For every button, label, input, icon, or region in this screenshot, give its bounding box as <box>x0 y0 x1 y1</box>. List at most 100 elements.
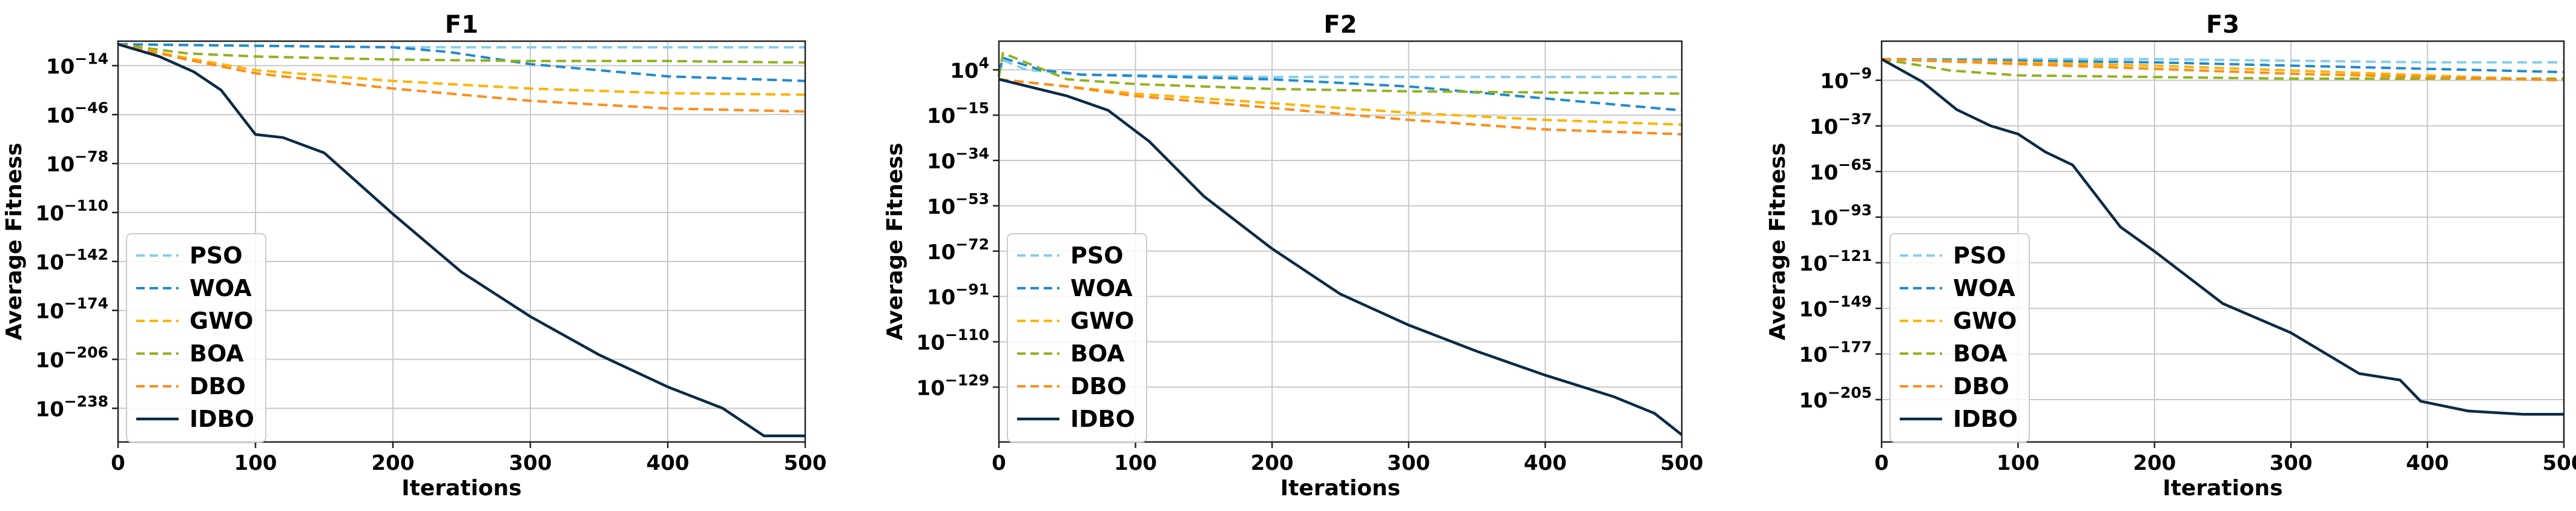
series-line-idbo <box>1880 58 2564 416</box>
x-tick-label: 0 <box>992 451 1006 475</box>
series-line-dbo <box>998 78 1682 136</box>
y-tick-base: 10 <box>927 104 955 128</box>
y-tick-base: 10 <box>1799 343 1828 368</box>
x-tick-label: 300 <box>1387 451 1430 475</box>
legend-label-idbo: IDBO <box>189 406 254 432</box>
legend: PSO WOA GWO BOA DBO IDBO <box>126 233 266 443</box>
y-tick-label: 10−177 <box>1799 338 1872 368</box>
y-tick-base: 10 <box>1799 297 1828 321</box>
legend-label-dbo: DBO <box>1070 373 1127 400</box>
series-line-gwo <box>1881 58 2564 82</box>
y-tick-exponent: −129 <box>945 371 989 389</box>
legend-label-pso: PSO <box>1953 242 2006 269</box>
y-tick-exponent: −15 <box>955 99 989 117</box>
y-tick-label: 10−238 <box>36 392 108 421</box>
y-tick-exponent: −14 <box>74 50 108 67</box>
y-tick-exponent: −37 <box>1838 110 1872 128</box>
y-tick-base: 10 <box>950 59 978 83</box>
y-tick-base: 10 <box>1810 115 1838 139</box>
y-tick-exponent: 4 <box>979 54 989 71</box>
y-tick-base: 10 <box>46 153 74 177</box>
y-tick-label: 10−121 <box>1799 247 1872 276</box>
legend-label-dbo: DBO <box>1953 373 2009 400</box>
y-tick-exponent: −110 <box>945 326 989 344</box>
y-tick-base: 10 <box>36 349 64 373</box>
y-tick-exponent: −46 <box>74 99 108 116</box>
y-tick-base: 10 <box>927 150 955 174</box>
series-line-boa <box>117 43 806 64</box>
x-tick-label: 200 <box>372 451 415 475</box>
x-tick-label: 100 <box>1114 451 1157 475</box>
y-axis-label: Average Fitness <box>2 143 27 340</box>
x-tick-label: 200 <box>2133 451 2176 475</box>
y-tick-exponent: −72 <box>955 236 989 253</box>
x-tick-label: 0 <box>111 451 125 475</box>
x-axis-label: Iterations <box>2163 476 2282 501</box>
y-tick-exponent: −121 <box>1828 247 1872 265</box>
panel-f1: 0 100 200 300 400 50010−1410−4610−7810−11010−… <box>2 11 826 501</box>
legend: PSO WOA GWO BOA DBO IDBO <box>1007 233 1147 443</box>
chart-title: F2 <box>1323 11 1357 39</box>
y-tick-exponent: −9 <box>1849 65 1872 82</box>
series-line-pso <box>1882 58 2564 64</box>
legend-label-idbo: IDBO <box>1070 406 1135 432</box>
chart-title: F1 <box>445 11 478 39</box>
y-tick-base: 10 <box>1810 160 1838 185</box>
y-tick-exponent: −174 <box>64 295 108 312</box>
panel-f2: 0 100 200 300 400 50010410−1510−3410−5310−721… <box>883 11 1703 501</box>
series-line-dbo <box>1881 58 2564 82</box>
y-tick-exponent: −149 <box>1828 292 1872 310</box>
y-tick-base: 10 <box>36 397 64 421</box>
chart-title: F3 <box>2206 11 2239 39</box>
y-axis-label: Average Fitness <box>1765 143 1790 340</box>
legend-label-pso: PSO <box>1070 242 1124 269</box>
legend-label-boa: BOA <box>1070 340 1125 367</box>
legend-frame <box>1889 233 2030 443</box>
y-tick-label: 10−149 <box>1799 292 1872 321</box>
series-line-gwo <box>117 43 806 96</box>
y-tick-exponent: −53 <box>955 190 989 208</box>
y-tick-label: 10−65 <box>1810 156 1872 185</box>
legend-label-gwo: GWO <box>1953 308 2017 334</box>
y-tick-base: 10 <box>46 104 74 128</box>
y-tick-label: 10−15 <box>927 99 989 128</box>
y-tick-base: 10 <box>927 286 955 310</box>
y-tick-label: 10−91 <box>927 281 989 310</box>
plot-frame <box>1880 40 2565 443</box>
legend-label-idbo: IDBO <box>1953 406 2018 432</box>
y-tick-base: 10 <box>927 195 955 219</box>
x-tick-label: 500 <box>1661 451 1704 475</box>
x-tick-label: 200 <box>1251 451 1294 475</box>
y-tick-exponent: −205 <box>1828 384 1872 401</box>
legend-label-gwo: GWO <box>189 308 253 334</box>
plot-frame <box>998 40 1683 443</box>
legend-label-woa: WOA <box>1953 275 2015 302</box>
y-tick-base: 10 <box>1820 70 1848 94</box>
x-axis-label: Iterations <box>1280 476 1400 501</box>
y-tick-exponent: −238 <box>64 392 108 410</box>
series-line-idbo <box>998 77 1683 436</box>
legend-label-gwo: GWO <box>1070 308 1134 334</box>
y-tick-label: 10−14 <box>46 50 108 79</box>
y-tick-base: 10 <box>36 300 64 324</box>
y-tick-exponent: −78 <box>74 148 108 165</box>
y-tick-base: 10 <box>36 202 64 226</box>
y-tick-base: 10 <box>927 240 955 265</box>
series-line-woa <box>117 43 806 82</box>
y-tick-label: 10−110 <box>36 197 108 226</box>
y-tick-base: 10 <box>1810 206 1838 231</box>
legend-frame <box>1007 233 1147 443</box>
y-tick-label: 10−46 <box>46 99 108 128</box>
series-line-pso <box>117 43 805 49</box>
y-tick-label: 10−206 <box>36 344 108 373</box>
y-tick-label: 10−142 <box>36 246 108 275</box>
legend-label-boa: BOA <box>1953 340 2008 367</box>
x-tick-label: 400 <box>1524 451 1567 475</box>
y-tick-label: 10−72 <box>927 236 989 265</box>
y-tick-exponent: −93 <box>1838 202 1872 219</box>
y-tick-label: 10−129 <box>917 371 989 400</box>
legend-label-dbo: DBO <box>189 373 246 400</box>
x-tick-label: 300 <box>509 451 552 475</box>
series-line-woa <box>1881 58 2564 74</box>
